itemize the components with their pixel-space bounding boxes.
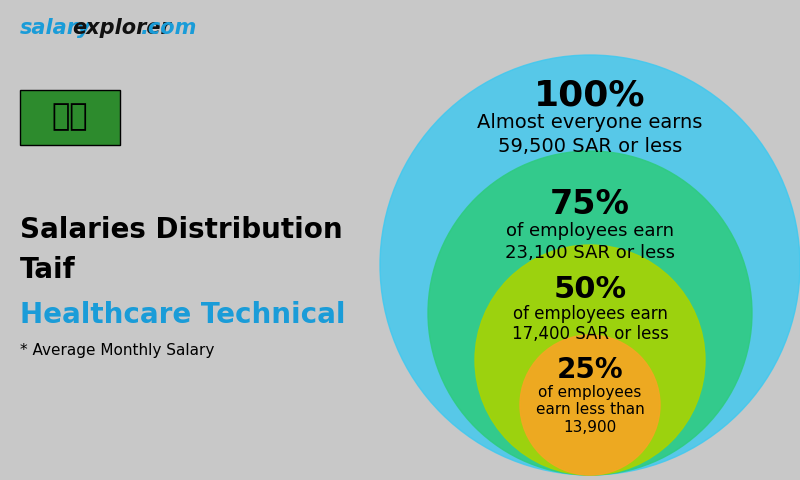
Text: of employees earn: of employees earn	[506, 222, 674, 240]
Text: Healthcare Technical: Healthcare Technical	[20, 301, 346, 329]
Circle shape	[520, 335, 660, 475]
FancyBboxPatch shape	[20, 90, 120, 145]
Text: Taif: Taif	[20, 256, 76, 284]
Text: of employees: of employees	[538, 384, 642, 399]
Circle shape	[380, 55, 800, 475]
Text: 17,400 SAR or less: 17,400 SAR or less	[511, 325, 669, 343]
Text: of employees earn: of employees earn	[513, 305, 667, 323]
Circle shape	[475, 245, 705, 475]
Text: 23,100 SAR or less: 23,100 SAR or less	[505, 244, 675, 262]
Text: 25%: 25%	[557, 356, 623, 384]
Circle shape	[428, 151, 752, 475]
Text: Almost everyone earns: Almost everyone earns	[478, 113, 702, 132]
Text: 59,500 SAR or less: 59,500 SAR or less	[498, 137, 682, 156]
Text: 13,900: 13,900	[563, 420, 617, 435]
Text: 75%: 75%	[550, 189, 630, 221]
Text: * Average Monthly Salary: * Average Monthly Salary	[20, 343, 214, 358]
Text: 100%: 100%	[534, 78, 646, 112]
Text: earn less than: earn less than	[536, 403, 644, 418]
Text: 🇸🇦: 🇸🇦	[52, 103, 88, 132]
Text: salary: salary	[20, 18, 92, 38]
Text: 50%: 50%	[554, 276, 626, 304]
Text: Salaries Distribution: Salaries Distribution	[20, 216, 342, 244]
Text: .com: .com	[140, 18, 196, 38]
Text: explorer: explorer	[72, 18, 170, 38]
